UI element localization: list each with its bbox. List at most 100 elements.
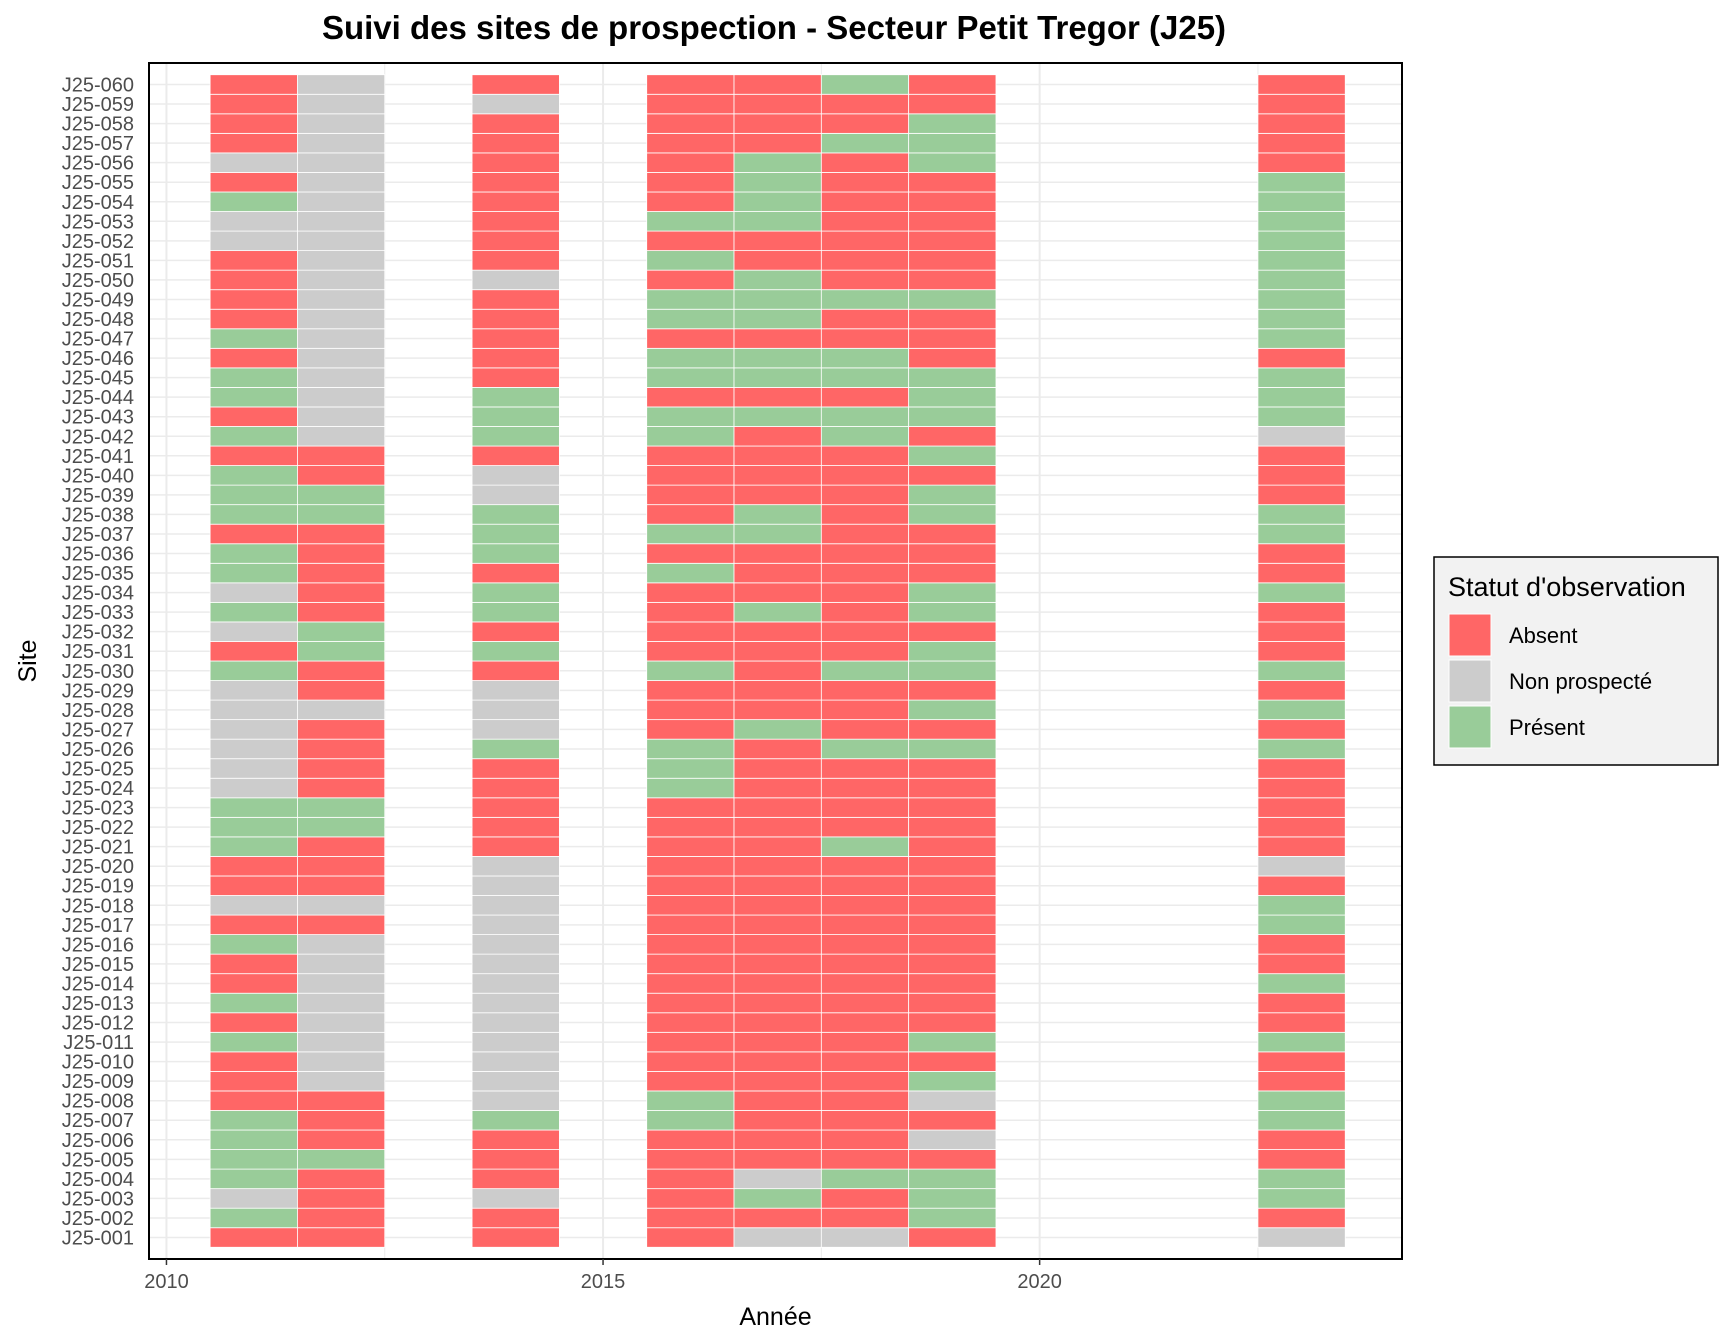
heatmap-cell: [908, 93, 997, 115]
heatmap-cell: [1257, 934, 1346, 955]
heatmap-cell: [1257, 230, 1346, 252]
heatmap-cell: [646, 660, 735, 681]
y-tick-label: J25-006: [62, 1130, 134, 1152]
heatmap-cell: [209, 172, 298, 193]
heatmap-cell: [646, 426, 735, 447]
heatmap-cell: [209, 211, 298, 232]
heatmap-cell: [297, 523, 386, 545]
y-tick-label: J25-016: [62, 934, 134, 956]
heatmap-cell: [297, 816, 386, 838]
heatmap-cell: [908, 836, 997, 857]
heatmap-cell: [733, 797, 822, 818]
heatmap-cell: [471, 1110, 560, 1131]
heatmap-cell: [820, 758, 910, 779]
heatmap-cell: [733, 914, 822, 935]
heatmap-cell: [733, 777, 822, 799]
heatmap-cell: [209, 1090, 298, 1111]
heatmap-cell: [646, 387, 735, 408]
heatmap-cell: [471, 875, 560, 896]
heatmap-cell: [733, 347, 822, 369]
heatmap-cell: [646, 1031, 735, 1053]
heatmap-cell: [297, 465, 386, 486]
heatmap-cell: [820, 172, 910, 193]
heatmap-cell: [646, 758, 735, 779]
heatmap-cell: [908, 992, 997, 1014]
heatmap-cell: [820, 953, 910, 975]
heatmap-cell: [471, 93, 560, 115]
y-tick-label: J25-059: [62, 94, 134, 116]
heatmap-cell: [820, 445, 910, 466]
heatmap-cell: [820, 680, 910, 701]
heatmap-cell: [908, 211, 997, 232]
heatmap-cell: [1257, 738, 1346, 760]
heatmap-cell: [646, 992, 735, 1014]
heatmap-cell: [646, 1129, 735, 1150]
y-tick-label: J25-019: [62, 876, 134, 898]
heatmap-cell: [733, 308, 822, 330]
heatmap-cell: [908, 113, 997, 134]
heatmap-cell: [1257, 680, 1346, 701]
x-axis-label: Année: [739, 1303, 811, 1331]
heatmap-cell: [908, 601, 997, 623]
heatmap-cell: [908, 152, 997, 173]
heatmap-cell: [733, 191, 822, 212]
heatmap-cell: [297, 269, 386, 291]
heatmap-cell: [646, 347, 735, 369]
heatmap-cell: [1257, 875, 1346, 896]
heatmap-cell: [209, 1227, 298, 1248]
heatmap-cell: [1257, 973, 1346, 994]
heatmap-cell: [908, 562, 997, 584]
heatmap-cell: [209, 816, 298, 838]
heatmap-cell: [209, 660, 298, 681]
y-tick-label: J25-045: [62, 368, 134, 390]
heatmap-cell: [1257, 523, 1346, 545]
heatmap-cell: [209, 465, 298, 486]
heatmap-cell: [646, 875, 735, 896]
heatmap-cell: [297, 93, 386, 115]
heatmap-cell: [1257, 289, 1346, 310]
heatmap-cell: [733, 387, 822, 408]
heatmap-cell: [297, 992, 386, 1014]
heatmap-cell: [297, 777, 386, 799]
heatmap-cell: [1257, 562, 1346, 584]
heatmap-cell: [820, 816, 910, 838]
heatmap-cell: [209, 543, 298, 564]
heatmap-cell: [297, 856, 386, 877]
heatmap-cell: [209, 328, 298, 349]
heatmap-cell: [209, 1149, 298, 1170]
heatmap-cell: [297, 1149, 386, 1170]
heatmap-cell: [733, 1090, 822, 1111]
heatmap-cell: [646, 777, 735, 799]
heatmap-cell: [646, 504, 735, 525]
y-tick-label: J25-060: [62, 74, 134, 96]
heatmap-cell: [908, 132, 997, 154]
heatmap-cell: [646, 738, 735, 760]
heatmap-cell: [733, 953, 822, 975]
heatmap-cell: [646, 621, 735, 642]
x-tick-labels: 2010 2015 2020: [144, 1259, 1062, 1293]
heatmap-cell: [209, 934, 298, 955]
heatmap-cell: [1257, 113, 1346, 134]
heatmap-cell: [297, 74, 386, 95]
heatmap-cell: [297, 1070, 386, 1092]
y-tick-label: J25-010: [62, 1052, 134, 1074]
heatmap-cell: [646, 211, 735, 232]
y-tick-label: J25-033: [62, 602, 134, 624]
heatmap-cell: [908, 680, 997, 701]
heatmap-cell: [646, 1149, 735, 1170]
heatmap-cell: [471, 1031, 560, 1053]
heatmap-cell: [1257, 504, 1346, 525]
heatmap-cell: [733, 895, 822, 916]
y-tick-label: J25-051: [62, 250, 134, 272]
heatmap-cell: [471, 758, 560, 779]
heatmap-cell: [1257, 211, 1346, 232]
heatmap-cell: [908, 1031, 997, 1053]
heatmap-cell: [733, 1031, 822, 1053]
heatmap-cell: [820, 1149, 910, 1170]
heatmap-cell: [471, 113, 560, 134]
heatmap-cell: [646, 543, 735, 564]
heatmap-cell: [820, 347, 910, 369]
heatmap-cell: [646, 132, 735, 154]
heatmap-cell: [471, 1188, 560, 1209]
